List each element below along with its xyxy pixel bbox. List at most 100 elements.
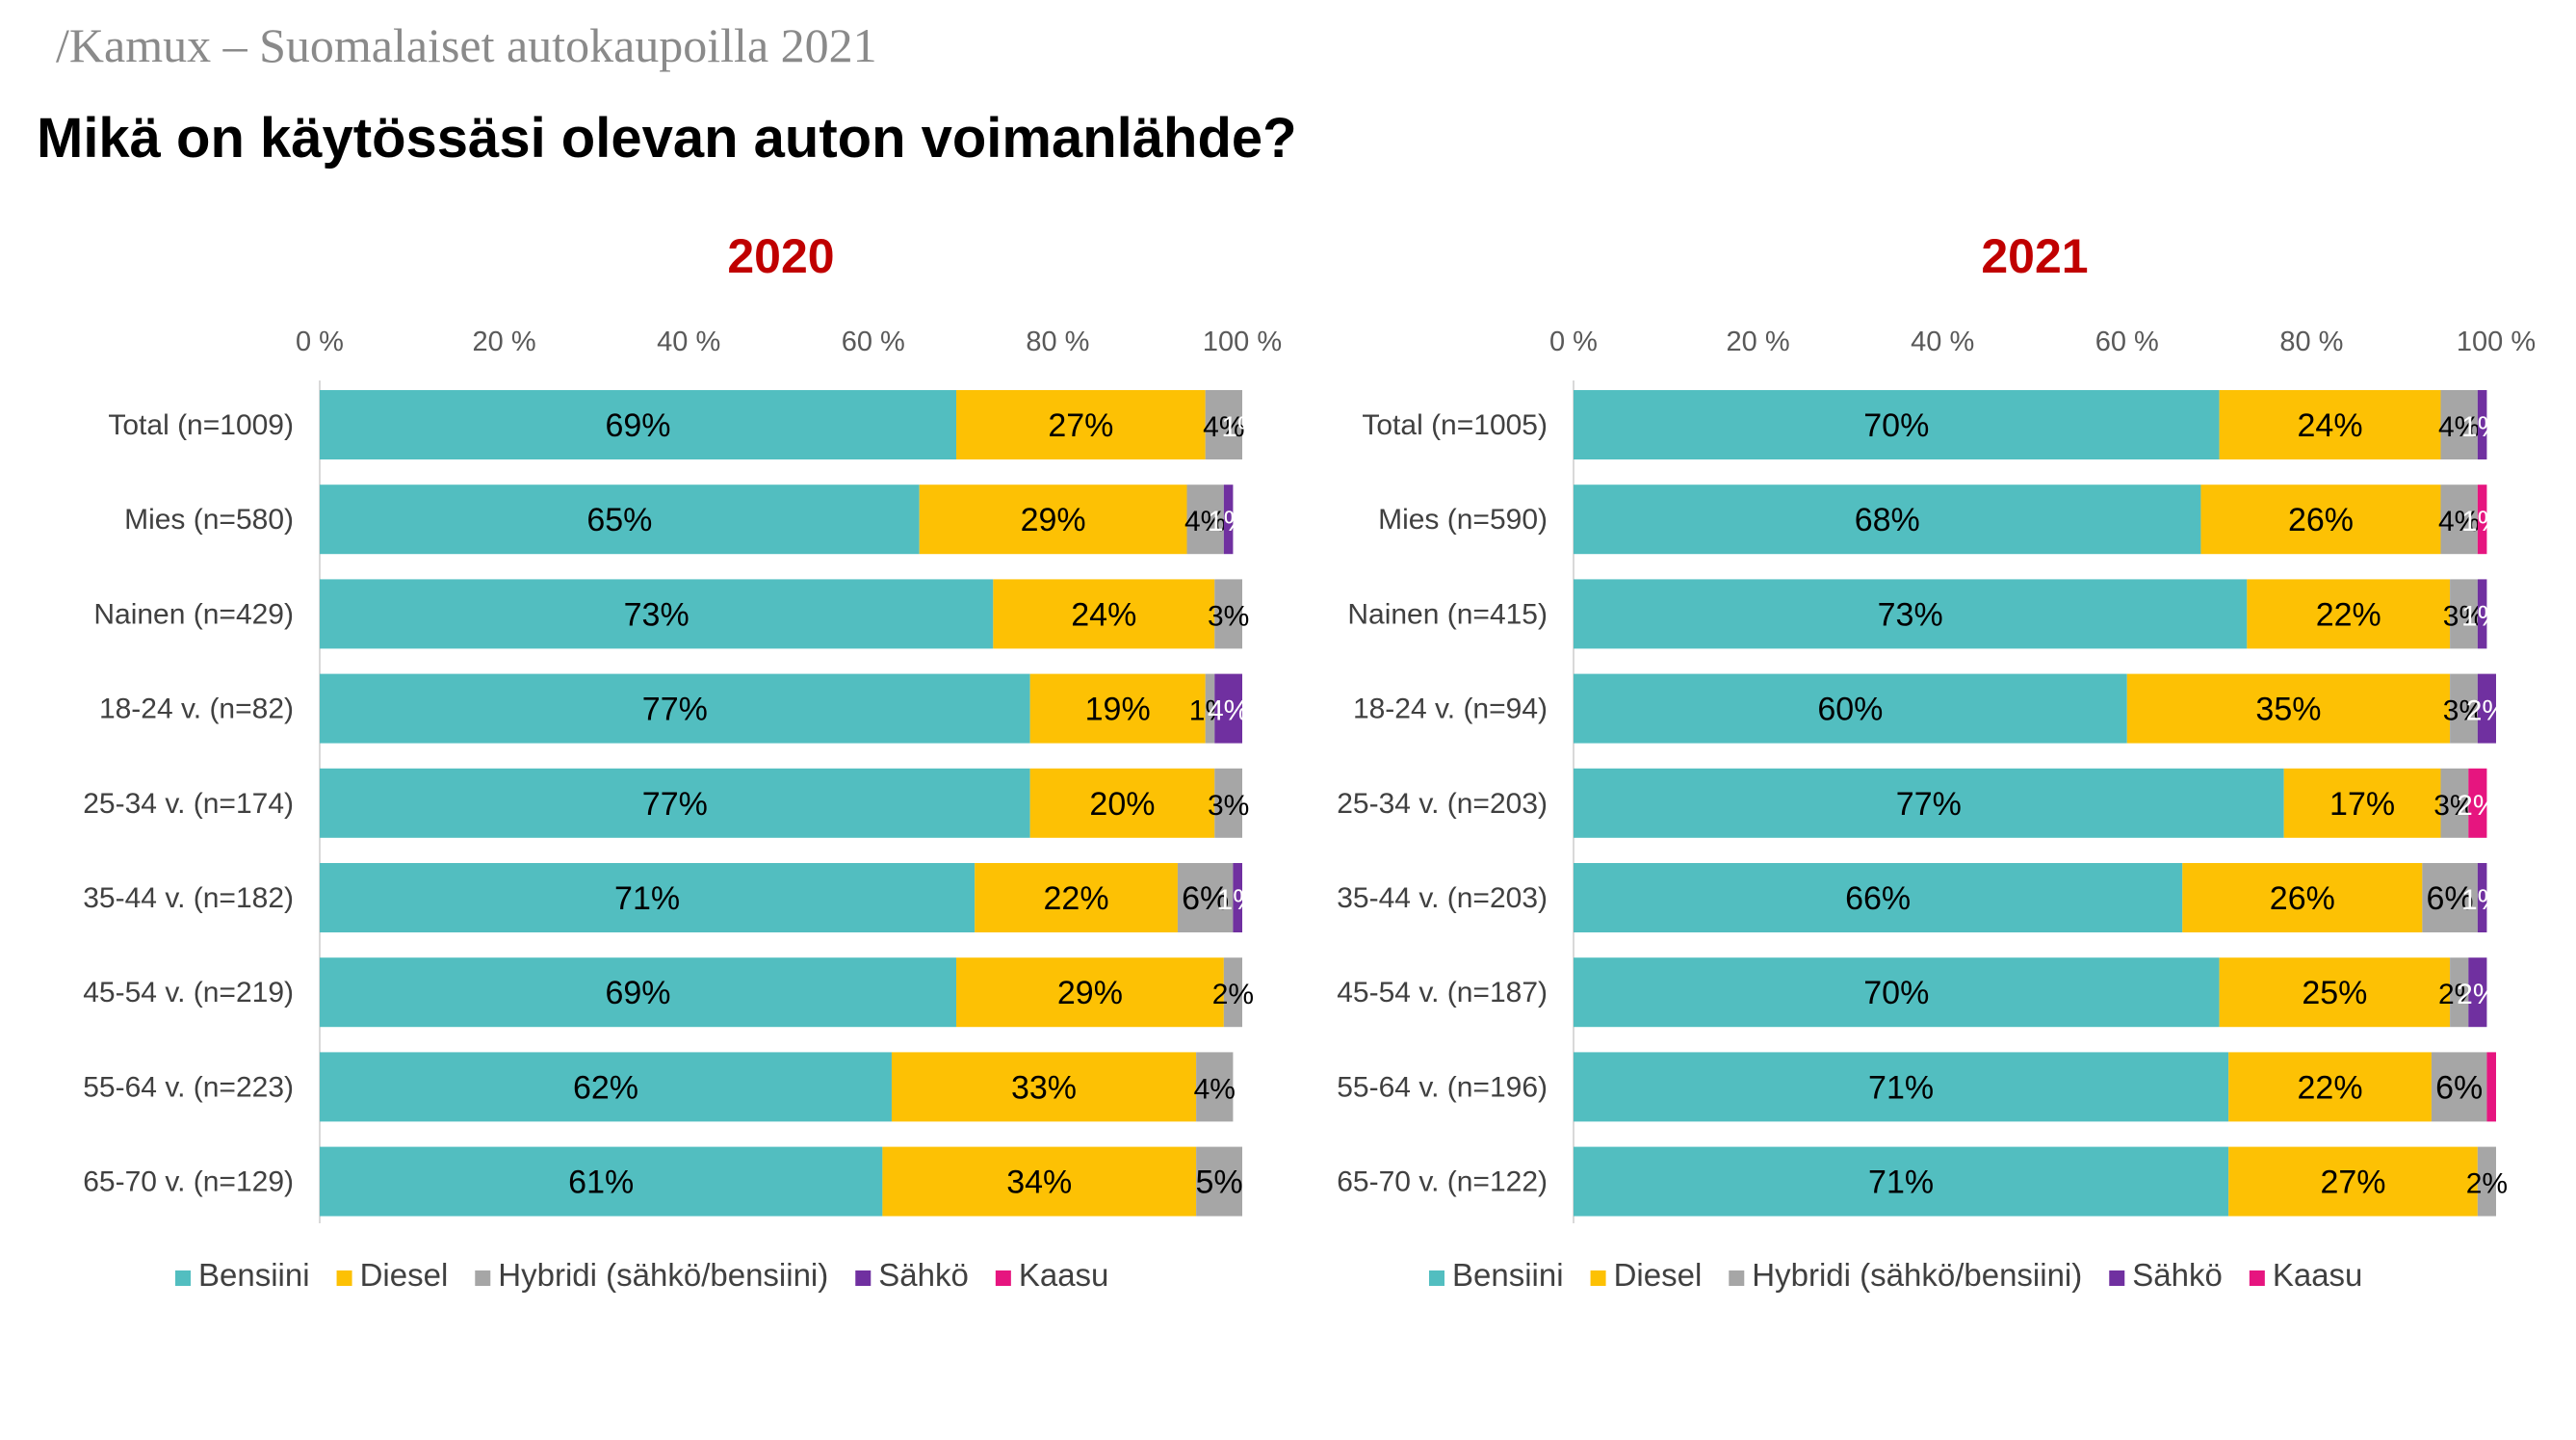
legend-swatch <box>995 1270 1011 1286</box>
bar-segment-bensiini <box>1574 1052 2229 1122</box>
chart-title-2020: 2020 <box>727 229 834 283</box>
data-label: 1% <box>1221 411 1262 443</box>
bar-segment-hybridi <box>1196 1146 1242 1217</box>
chart-title-2021: 2021 <box>1981 229 2088 283</box>
data-label: 69% <box>605 975 670 1011</box>
data-label: 26% <box>2270 880 2335 917</box>
x-tick-label: 80 % <box>2279 327 2343 357</box>
legend-swatch <box>175 1270 191 1286</box>
bar-segment-hybridi <box>2422 863 2478 932</box>
bar-segment-diesel <box>2228 1146 2478 1217</box>
data-label: 33% <box>1011 1069 1077 1106</box>
data-label: 71% <box>1868 1069 1934 1106</box>
data-label: 1% <box>2461 506 2503 537</box>
legend-swatch <box>336 1270 352 1286</box>
x-tick-label: 80 % <box>1026 327 1089 357</box>
bar-segment-hybridi <box>2440 768 2469 838</box>
bar-segment-bensiini <box>320 768 1030 838</box>
bar-segment-sähkö <box>1223 484 1234 555</box>
category-label: Nainen (n=429) <box>93 598 294 630</box>
data-label: 71% <box>1868 1165 1934 1201</box>
data-label: 6% <box>2435 1069 2483 1106</box>
bar-segment-diesel <box>2228 1052 2432 1122</box>
bar-segment-diesel <box>2182 863 2423 932</box>
bar-segment-hybridi <box>2450 673 2478 744</box>
data-label: 4% <box>1194 1073 1236 1105</box>
data-label: 34% <box>1006 1165 1072 1201</box>
bar-segment-bensiini <box>1574 768 2284 838</box>
bar-segment-diesel <box>993 579 1215 649</box>
bar-segment-hybridi <box>1205 390 1242 459</box>
bar-segment-hybridi <box>2440 484 2478 555</box>
bar-segment-hybridi <box>1214 579 1242 649</box>
data-label: 4% <box>1203 411 1244 443</box>
category-label: 35-44 v. (n=182) <box>83 882 294 914</box>
bar-segment-kaasu <box>2477 484 2487 555</box>
bar-segment-hybridi <box>2450 957 2469 1028</box>
bar-segment-diesel <box>2283 768 2441 838</box>
bar-segment-diesel <box>2126 673 2451 744</box>
data-label: 71% <box>614 880 680 917</box>
legend-swatch <box>855 1270 872 1286</box>
bar-segment-sähkö <box>2477 579 2487 649</box>
bar-segment-bensiini <box>1574 673 2127 744</box>
bar-segment-diesel <box>956 957 1224 1028</box>
bar-segment-sähkö <box>2477 673 2496 744</box>
data-label: 1% <box>1217 884 1259 916</box>
data-label: 60% <box>1817 692 1883 728</box>
bar-segment-bensiini <box>320 1146 883 1217</box>
data-label: 3% <box>1208 600 1249 632</box>
data-label: 2% <box>2466 695 2508 727</box>
data-label: 22% <box>2316 596 2381 633</box>
bar-segment-bensiini <box>320 1052 892 1122</box>
legend-label: Sähkö <box>2132 1257 2223 1293</box>
data-label: 27% <box>1048 407 1113 444</box>
data-label: 73% <box>624 596 690 633</box>
legend-label: Diesel <box>1614 1257 1703 1293</box>
bar-segment-bensiini <box>1574 957 2220 1028</box>
bar-segment-diesel <box>956 390 1206 459</box>
x-tick-label: 100 % <box>1203 327 1282 357</box>
bar-segment-diesel <box>882 1146 1197 1217</box>
bar-segment-diesel <box>1029 768 1215 838</box>
data-label: 29% <box>1021 502 1086 538</box>
data-label: 5% <box>1195 1165 1242 1201</box>
category-label: 18-24 v. (n=82) <box>99 694 294 725</box>
legend-label: Bensiini <box>198 1257 310 1293</box>
bar-segment-diesel <box>2219 957 2451 1028</box>
data-label: 77% <box>642 692 708 728</box>
data-label: 69% <box>605 407 670 444</box>
bar-segment-bensiini <box>320 957 957 1028</box>
bar-segment-diesel <box>2219 390 2441 459</box>
x-tick-label: 0 % <box>1549 327 1598 357</box>
bar-segment-bensiini <box>1574 1146 2229 1217</box>
data-label: 6% <box>2427 880 2474 917</box>
bar-segment-hybridi <box>2440 390 2478 459</box>
x-tick-label: 40 % <box>657 327 720 357</box>
x-tick-label: 60 % <box>2095 327 2159 357</box>
data-label: 73% <box>1878 596 1943 633</box>
legend-label: Kaasu <box>1019 1257 1109 1293</box>
data-label: 70% <box>1863 975 1929 1011</box>
bar-segment-bensiini <box>320 579 994 649</box>
legend-swatch <box>1429 1270 1444 1286</box>
data-label: 4% <box>2438 506 2480 537</box>
bar-segment-diesel <box>1029 673 1206 744</box>
legend-swatch <box>475 1270 491 1286</box>
data-label: 1% <box>2461 884 2503 916</box>
data-label: 19% <box>1085 692 1151 728</box>
bar-segment-bensiini <box>320 484 920 555</box>
data-label: 27% <box>2320 1165 2385 1201</box>
legend-swatch <box>1729 1270 1745 1286</box>
data-label: 68% <box>1855 502 1920 538</box>
data-label: 24% <box>2298 407 2363 444</box>
bar-segment-diesel <box>919 484 1187 555</box>
bar-segment-bensiini <box>1574 863 2183 932</box>
category-label: Total (n=1005) <box>1362 409 1548 441</box>
category-label: Total (n=1009) <box>108 409 294 441</box>
category-label: 45-54 v. (n=187) <box>1337 977 1548 1008</box>
category-label: 55-64 v. (n=223) <box>83 1071 294 1103</box>
bar-segment-sähkö <box>1233 863 1242 932</box>
data-label: 24% <box>1071 596 1136 633</box>
